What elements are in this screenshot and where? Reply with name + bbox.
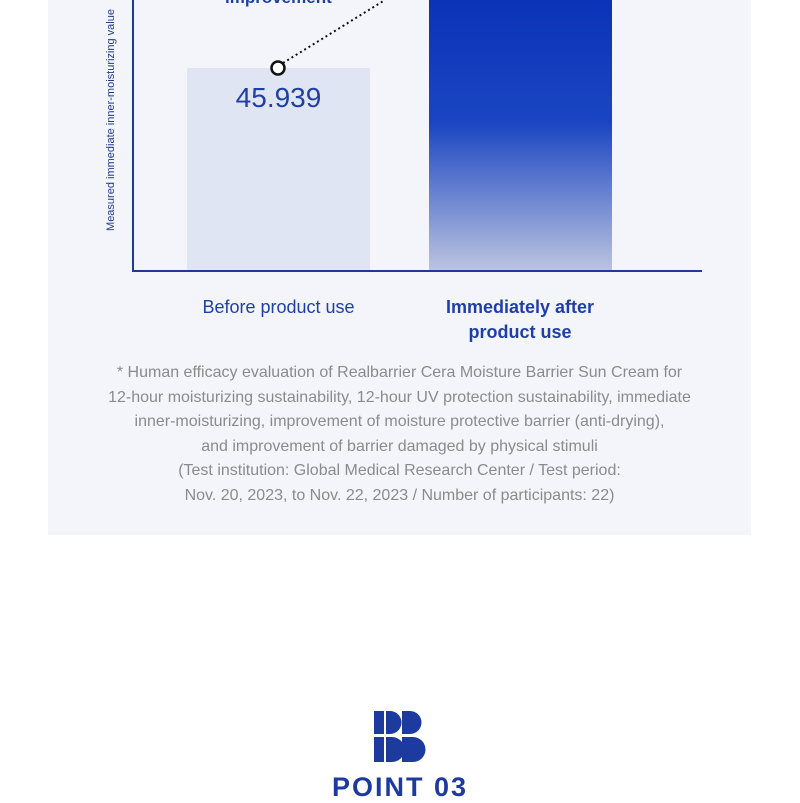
footnote-line: (Test institution: Global Medical Resear… — [178, 462, 621, 479]
footnote-line: inner-moisturizing, improvement of moist… — [134, 413, 665, 430]
category-label-after-line2: product use — [468, 322, 572, 342]
y-axis-label: Measured immediate inner-moisturizing va… — [105, 9, 117, 231]
section-title: POINT 03 — [331, 772, 469, 802]
before-value-label: 45.939 — [235, 82, 322, 113]
footnote-line: and improvement of barrier damaged by ph… — [201, 437, 598, 455]
footnote-line: 12-hour moisturizing sustainability, 12-… — [108, 388, 691, 406]
footnote: * Human efficacy evaluation of Realbarri… — [48, 361, 751, 508]
bar-before — [187, 68, 370, 271]
footnote-line: Nov. 20, 2023, to Nov. 22, 2023 / Number… — [184, 486, 615, 504]
data-point-marker — [270, 60, 286, 76]
category-label-before: Before product use — [202, 297, 355, 317]
chart — [132, 0, 702, 272]
footnote-line: * Human efficacy evaluation of Realbarri… — [116, 364, 683, 381]
category-label-after-line1: Immediately after — [445, 297, 595, 317]
category-label-after: Immediately after product use — [420, 295, 620, 345]
rb-logo-icon — [374, 711, 426, 762]
chart-panel — [48, 0, 751, 535]
improvement-annotation: improvement — [225, 0, 425, 8]
connector-line — [282, 0, 386, 64]
bar-after — [429, 0, 612, 271]
